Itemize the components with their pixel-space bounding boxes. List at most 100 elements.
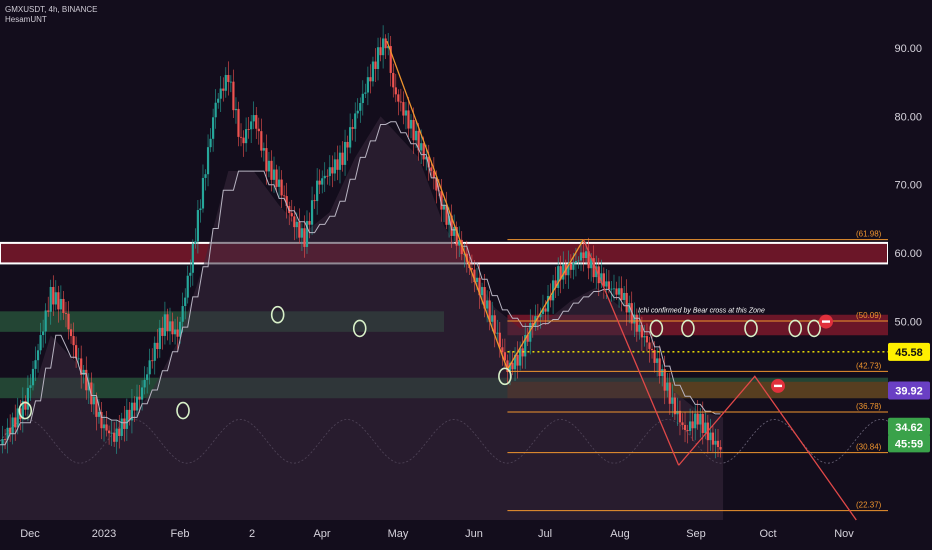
candle (186, 275, 189, 298)
signal-marker (498, 367, 512, 386)
candle (191, 243, 194, 273)
candle (691, 421, 694, 429)
candle (501, 347, 504, 353)
candle (458, 239, 461, 246)
fib-label: (61.98) (856, 230, 882, 239)
candle (140, 387, 144, 400)
candle (554, 280, 557, 288)
candle (100, 412, 103, 429)
candle (694, 413, 697, 429)
candle (323, 175, 326, 179)
candle (6, 427, 9, 440)
candle (607, 281, 611, 290)
candle (336, 159, 339, 170)
candle (595, 266, 598, 278)
candle (648, 342, 651, 349)
candle (351, 127, 354, 129)
candle (224, 74, 227, 91)
signal-marker (807, 319, 821, 338)
candle (82, 369, 85, 375)
candle (201, 177, 205, 209)
candle (214, 102, 217, 118)
candle (242, 137, 245, 144)
candle (184, 297, 187, 307)
candle (219, 88, 222, 99)
cloud-fill (0, 116, 724, 520)
candle (645, 336, 649, 343)
fib-label: (50.09) (856, 311, 882, 320)
candle (376, 47, 380, 69)
candle (270, 160, 273, 180)
candle (425, 156, 428, 160)
candle (417, 130, 420, 151)
candle (549, 295, 552, 301)
candle (252, 115, 255, 122)
signal-marker (352, 319, 367, 338)
candle (290, 213, 293, 217)
y-tick-label: 90.00 (894, 43, 922, 55)
candle (54, 292, 57, 305)
price-label-box (888, 381, 930, 400)
price-label-text: 45.58 (895, 347, 923, 359)
candle (407, 110, 410, 129)
candle (442, 205, 446, 210)
x-tick-label: Dec (20, 528, 40, 540)
candle (683, 424, 687, 431)
candle (656, 358, 659, 363)
candle (338, 152, 342, 170)
candle (64, 312, 68, 314)
candle (161, 327, 164, 336)
candle (209, 138, 212, 148)
candle (516, 354, 519, 366)
candle (361, 93, 364, 104)
candle (503, 352, 506, 361)
candle (620, 288, 623, 301)
candle (650, 348, 654, 351)
candle (519, 348, 522, 366)
candle (168, 321, 172, 331)
candle (49, 286, 52, 312)
candle (496, 332, 499, 334)
candle (277, 179, 281, 187)
candle (318, 180, 321, 185)
candle (430, 167, 433, 171)
x-tick-label: Feb (171, 528, 190, 540)
candle (260, 131, 263, 151)
candle (128, 409, 131, 421)
candle (569, 263, 572, 270)
candle (356, 110, 359, 114)
candle (397, 94, 400, 102)
indicator-name: HesamUNT (5, 15, 47, 24)
candle (196, 210, 199, 242)
fib-label: (36.78) (856, 402, 882, 411)
fib-label: (42.73) (856, 361, 882, 370)
candle (217, 98, 220, 103)
chart-header: GMXUSDT, 4h, BINANCE HesamUNT (5, 5, 97, 25)
candle (47, 310, 50, 312)
candle (143, 379, 146, 388)
candle (453, 227, 456, 236)
candle (135, 396, 139, 411)
candle (285, 196, 288, 206)
candle (118, 428, 121, 436)
candle (602, 273, 605, 287)
candle (42, 331, 45, 336)
x-tick-label: Apr (313, 528, 330, 540)
candle (498, 332, 501, 348)
candle (107, 430, 111, 434)
candle (245, 129, 248, 144)
candle (250, 121, 253, 130)
candle (440, 191, 443, 210)
candle (666, 382, 669, 391)
candle (295, 221, 298, 228)
candle (59, 298, 62, 310)
candle (9, 427, 12, 435)
x-tick-label: Sep (686, 528, 706, 540)
candle (115, 428, 118, 442)
candle (678, 410, 682, 423)
candle (404, 110, 408, 116)
signal-marker (18, 401, 33, 420)
candle (435, 177, 438, 191)
candle (92, 396, 95, 405)
